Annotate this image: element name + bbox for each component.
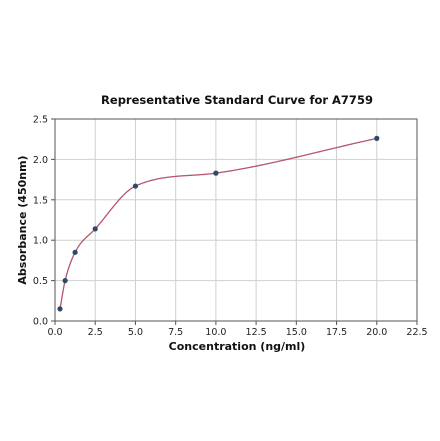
- x-tick-label-8: 20.0: [366, 327, 387, 338]
- y-tick-label-4: 2.0: [33, 155, 48, 166]
- x-tick-label-7: 17.5: [326, 327, 347, 338]
- y-tick-label-0: 0.0: [33, 317, 48, 328]
- axes: 0.0 2.5 5.0 7.5 10.0 12.5 15.0 17.5 20.0 22.5 0.0 0…: [33, 115, 428, 339]
- x-tick-label-0: 0.0: [47, 327, 62, 338]
- grid-lines: [54, 118, 418, 322]
- plot-frame: [54, 118, 418, 322]
- x-tick-label-5: 12.5: [246, 327, 267, 338]
- x-tick-label-9: 22.5: [406, 327, 427, 338]
- data-point-1: [62, 278, 68, 284]
- y-tick-label-5: 2.5: [33, 115, 48, 126]
- data-point-4: [132, 183, 139, 189]
- x-tick-label-1: 2.5: [88, 327, 103, 338]
- chart-title: Representative Standard Curve for A7759: [101, 93, 373, 107]
- data-point-5: [213, 170, 219, 176]
- data-point-3: [92, 226, 98, 232]
- y-tick-label-2: 1.0: [33, 236, 48, 247]
- x-tick-label-2: 5.0: [128, 327, 143, 338]
- data-point-6: [374, 135, 380, 141]
- x-axis-label: Concentration (ng/ml): [169, 340, 306, 353]
- y-axis-label: Absorbance (450nm): [16, 155, 29, 284]
- fit-curve: [59, 137, 377, 309]
- data-point-2: [72, 249, 78, 255]
- y-tick-label-1: 0.5: [33, 276, 48, 287]
- data-points: [57, 135, 380, 312]
- data-point-0: [57, 306, 63, 312]
- x-tick-label-6: 15.0: [286, 327, 307, 338]
- x-tick-label-3: 7.5: [168, 327, 183, 338]
- y-tick-label-3: 1.5: [33, 195, 48, 206]
- x-tick-label-4: 10.0: [205, 327, 226, 338]
